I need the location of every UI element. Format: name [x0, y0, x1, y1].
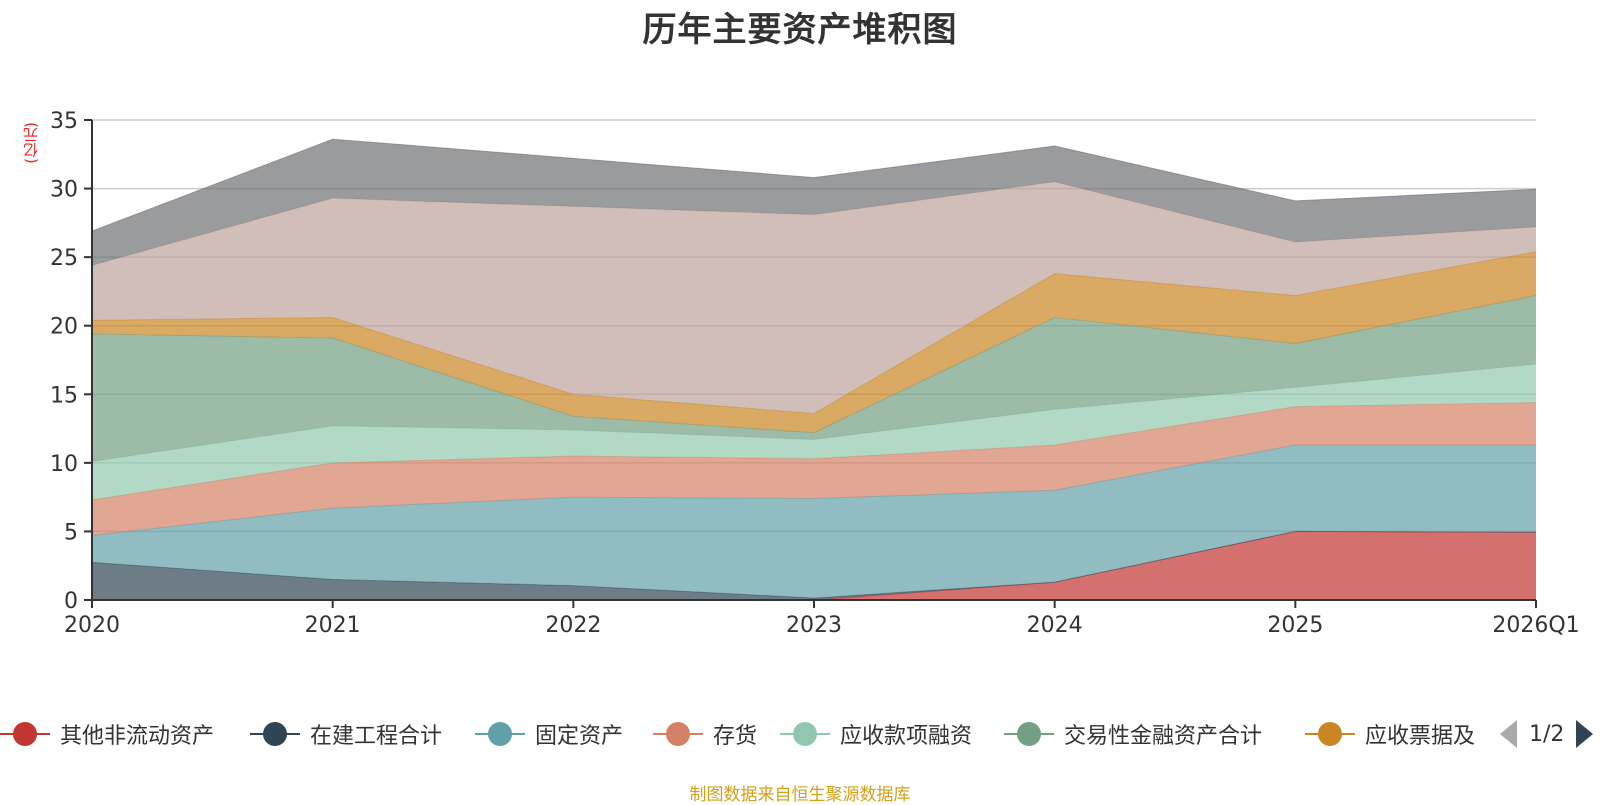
legend-marker-icon [250, 716, 300, 752]
chart-title: 历年主要资产堆积图 [642, 10, 958, 50]
y-tick-label: 5 [64, 520, 78, 545]
y-tick-label: 10 [50, 452, 78, 477]
legend-item[interactable]: 在建工程合计 [250, 716, 442, 752]
x-tick-label: 2023 [786, 613, 842, 638]
legend-item[interactable]: 交易性金融资产合计 [1004, 716, 1262, 752]
legend-item[interactable]: 应收款项融资 [780, 716, 972, 752]
legend-item[interactable]: 其他非流动资产 [0, 716, 214, 752]
legend-item[interactable]: 存货 [653, 716, 757, 752]
legend-label: 其他非流动资产 [60, 724, 215, 749]
area-series-9[interactable] [92, 139, 1536, 266]
legend-page-indicator: 1/2 [1529, 721, 1565, 747]
legend-label: 交易性金融资产合计 [1064, 724, 1263, 749]
legend: 其他非流动资产 在建工程合计 固定资产 存货 应收款项融资 交易性金融资产合计 应收票据及 [0, 716, 1600, 752]
triangle-right-icon[interactable] [1576, 720, 1594, 748]
legend-item[interactable]: 固定资产 [475, 716, 623, 752]
legend-label: 在建工程合计 [310, 724, 443, 749]
series-line-9 [91, 138, 1537, 232]
legend-pager: 1/2 [1500, 716, 1594, 752]
legend-label: 应收票据及 [1365, 724, 1476, 749]
legend-marker-icon [0, 716, 50, 752]
legend-marker-icon [653, 716, 703, 752]
x-tick-label: 2022 [545, 613, 601, 638]
y-tick-label: 20 [50, 315, 78, 340]
x-tick-label: 2025 [1267, 613, 1323, 638]
y-tick-label: 35 [50, 109, 78, 134]
legend-marker-icon [475, 716, 525, 752]
legend-label: 存货 [713, 724, 758, 749]
series-line-7 [91, 251, 1537, 414]
legend-item[interactable]: 应收票据及 [1305, 716, 1475, 752]
area-series-3[interactable] [92, 445, 1536, 598]
x-tick-label: 2024 [1027, 613, 1083, 638]
legend-marker-icon [1004, 716, 1054, 752]
x-tick-label: 2021 [305, 613, 361, 638]
y-tick-label: 15 [50, 383, 78, 408]
area-series-5[interactable] [92, 364, 1536, 500]
series-areas [91, 138, 1537, 601]
legend-label: 应收款项融资 [840, 724, 973, 749]
area-series-4[interactable] [92, 402, 1536, 536]
area-series-7[interactable] [92, 251, 1536, 433]
area-series-8[interactable] [92, 181, 1536, 414]
area-series-1[interactable] [92, 531, 1536, 600]
area-series-6[interactable] [92, 295, 1536, 462]
legend-marker-icon [780, 716, 830, 752]
y-tick-label: 25 [50, 246, 78, 271]
x-tick-label: 2020 [64, 613, 120, 638]
legend-marker-icon [1305, 716, 1355, 752]
y-tick-label: 30 [50, 178, 78, 203]
triangle-left-icon[interactable] [1500, 720, 1517, 748]
x-tick-label: 2026Q1 [1492, 613, 1579, 638]
series-line-5 [91, 363, 1537, 462]
y-tick-label: 0 [64, 589, 78, 614]
legend-label: 固定资产 [535, 724, 624, 749]
data-source-footer: 制图数据来自恒生聚源数据库 [689, 785, 911, 805]
